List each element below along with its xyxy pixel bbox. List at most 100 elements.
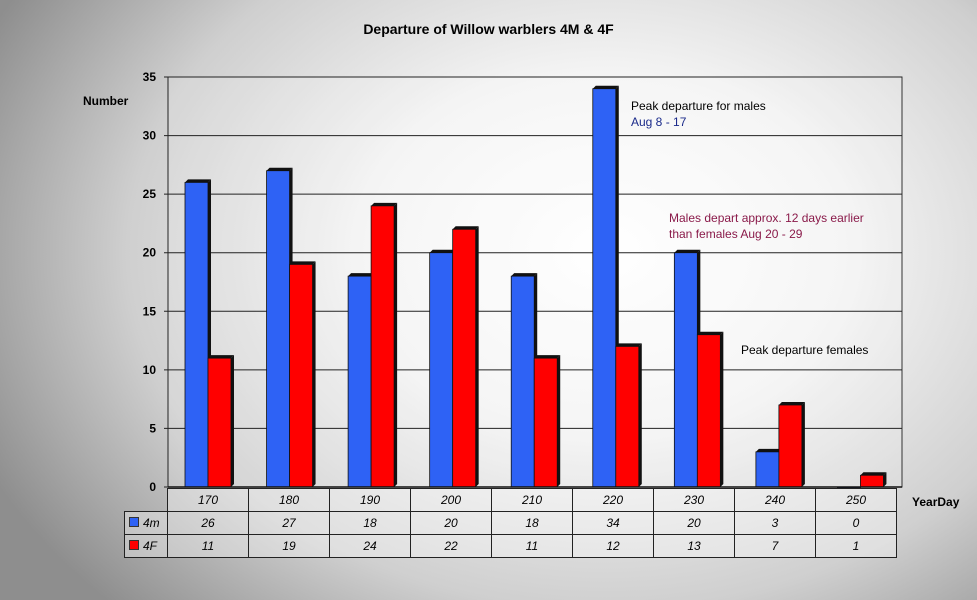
y-tick-label: 20 xyxy=(143,246,157,260)
x-tick-label: 190 xyxy=(329,488,411,512)
bar-top xyxy=(208,355,234,359)
chart-title: Departure of Willow warblers 4M & 4F xyxy=(363,21,614,37)
data-label: 11 xyxy=(167,534,249,558)
data-label: 20 xyxy=(653,511,735,535)
table-row-4f: 4F 11 19 24 22 11 12 13 7 1 xyxy=(124,534,897,558)
bar-4m xyxy=(347,275,372,488)
bar-top xyxy=(452,226,479,230)
annotation-line: Males depart approx. 12 days earlier xyxy=(669,211,864,225)
bar-top xyxy=(592,85,619,89)
x-tick-label: 220 xyxy=(572,488,654,512)
y-tick-label: 10 xyxy=(143,363,157,377)
bar-side xyxy=(394,202,398,487)
x-tick-label: 230 xyxy=(653,488,735,512)
bar-4f xyxy=(370,205,395,488)
bar-top xyxy=(615,343,642,347)
data-label: 18 xyxy=(491,511,573,535)
annotation-line: Peak departure females xyxy=(741,343,869,357)
bar-side xyxy=(638,343,642,487)
bar-top xyxy=(289,261,316,265)
bar-4f xyxy=(778,404,803,488)
bar-4f xyxy=(289,264,313,488)
legend-swatch-4f xyxy=(129,540,139,550)
data-label: 26 xyxy=(167,511,249,535)
bar-4f xyxy=(452,228,477,488)
data-label: 24 xyxy=(329,534,411,558)
bar-side xyxy=(475,226,479,488)
legend-4m: 4m xyxy=(124,511,168,535)
x-tick-label: 180 xyxy=(248,488,330,512)
data-label: 19 xyxy=(248,534,330,558)
bar-4m xyxy=(592,88,617,488)
annotation-line: Aug 8 - 17 xyxy=(631,115,687,129)
data-label: 34 xyxy=(572,511,654,535)
bar-4m xyxy=(510,275,535,488)
bar-top xyxy=(755,448,782,452)
x-tick-label: 210 xyxy=(491,488,573,512)
bar-4f xyxy=(533,357,558,488)
bar-4f xyxy=(696,334,721,488)
bar-4m xyxy=(184,182,209,488)
y-tick-label: 30 xyxy=(143,129,157,143)
bar-side xyxy=(801,402,805,487)
bar-top xyxy=(511,273,538,277)
bar-top xyxy=(348,273,375,277)
y-tick-label: 0 xyxy=(149,480,156,494)
bar-top xyxy=(697,331,724,335)
table-corner xyxy=(125,489,168,512)
bar-4m xyxy=(755,451,780,488)
annotation-peak-males: Peak departure for males Aug 8 - 17 xyxy=(631,98,766,130)
data-label: 3 xyxy=(734,511,816,535)
table-row-4m: 4m 26 27 18 20 18 34 20 3 0 xyxy=(124,511,897,535)
y-tick-label: 35 xyxy=(143,70,157,84)
legend-label-4m: 4m xyxy=(143,516,160,530)
bar-4m xyxy=(673,252,698,488)
bar-top xyxy=(185,179,211,183)
data-label: 11 xyxy=(491,534,573,558)
bar-side xyxy=(312,261,316,487)
bar-top xyxy=(534,355,561,359)
bar-top xyxy=(778,402,805,405)
bar-top xyxy=(674,249,701,253)
bar-4f xyxy=(860,474,884,488)
data-label: 20 xyxy=(410,511,492,535)
annotation-line: than females Aug 20 - 29 xyxy=(669,227,803,241)
y-tick-label: 15 xyxy=(143,304,157,318)
legend-label-4f: 4F xyxy=(143,539,158,553)
y-tick-label: 25 xyxy=(143,187,157,201)
bar-4m xyxy=(429,252,454,488)
annotation-peak-females: Peak departure females xyxy=(741,342,868,358)
x-tick-label: 200 xyxy=(410,488,492,512)
data-label: 0 xyxy=(815,511,897,535)
data-table: 170 180 190 200 210 220 230 240 250 4m 26 27 18 20 1… xyxy=(124,488,897,558)
x-axis-label: YearDay xyxy=(912,495,960,509)
annotation-earlier: Males depart approx. 12 days earlier tha… xyxy=(669,210,864,242)
bar-4f xyxy=(615,346,640,488)
bar-top xyxy=(371,202,398,206)
bar-side xyxy=(557,355,561,487)
legend-4f: 4F xyxy=(124,534,168,558)
bar-side xyxy=(883,472,887,487)
data-label: 27 xyxy=(248,511,330,535)
data-label: 22 xyxy=(410,534,492,558)
data-label: 13 xyxy=(653,534,735,558)
x-tick-label: 250 xyxy=(815,488,897,512)
data-label: 7 xyxy=(734,534,816,558)
bar-side xyxy=(231,355,234,487)
table-header-row: 170 180 190 200 210 220 230 240 250 xyxy=(125,488,897,512)
bar-side xyxy=(720,331,724,487)
x-tick-label: 170 xyxy=(167,488,249,512)
data-label: 12 xyxy=(572,534,654,558)
annotation-line: Peak departure for males xyxy=(631,99,766,113)
legend-swatch-4m xyxy=(129,517,139,527)
bar-4m xyxy=(266,170,290,488)
bar-4f xyxy=(207,357,232,488)
bar-top xyxy=(860,472,887,476)
y-tick-label: 5 xyxy=(149,421,156,435)
y-axis-label: Number xyxy=(83,94,129,108)
data-label: 1 xyxy=(815,534,897,558)
bar-top xyxy=(266,167,293,171)
x-tick-label: 240 xyxy=(734,488,816,512)
